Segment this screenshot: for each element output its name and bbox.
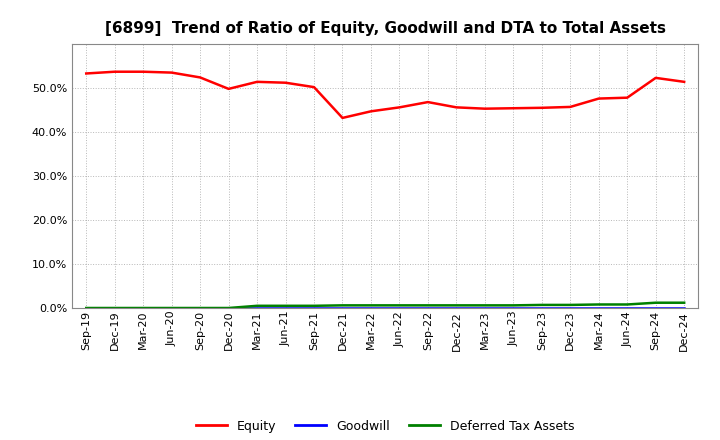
Legend: Equity, Goodwill, Deferred Tax Assets: Equity, Goodwill, Deferred Tax Assets [191, 414, 580, 437]
Title: [6899]  Trend of Ratio of Equity, Goodwill and DTA to Total Assets: [6899] Trend of Ratio of Equity, Goodwil… [104, 21, 666, 36]
